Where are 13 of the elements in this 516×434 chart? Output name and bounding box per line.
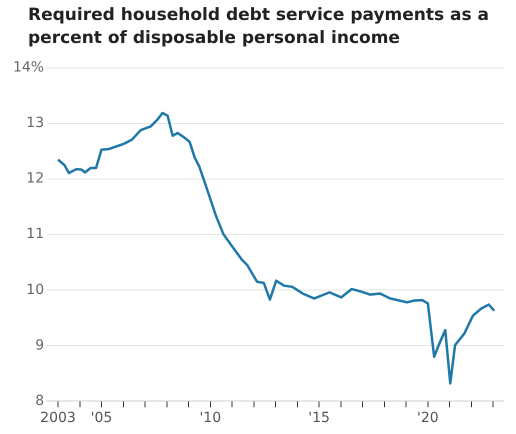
y-tick-label: 12 <box>26 170 44 187</box>
y-tick-label: 11 <box>26 226 44 242</box>
x-tick-label: '20 <box>417 410 439 426</box>
x-tick-label: 2003 <box>40 410 76 426</box>
y-tick-label: 10 <box>26 282 44 298</box>
chart-title: Required household debt service payments as a percent of disposable personal income <box>28 4 490 50</box>
x-tick-label: '10 <box>199 410 222 426</box>
x-tick-label: '15 <box>308 410 330 426</box>
y-tick-label: 9 <box>35 337 44 354</box>
x-tick-label: '05 <box>90 410 112 426</box>
y-tick-label: 13 <box>26 115 44 132</box>
y-tick-label: 8 <box>35 392 44 409</box>
y-tick-label: 14% <box>12 60 44 76</box>
